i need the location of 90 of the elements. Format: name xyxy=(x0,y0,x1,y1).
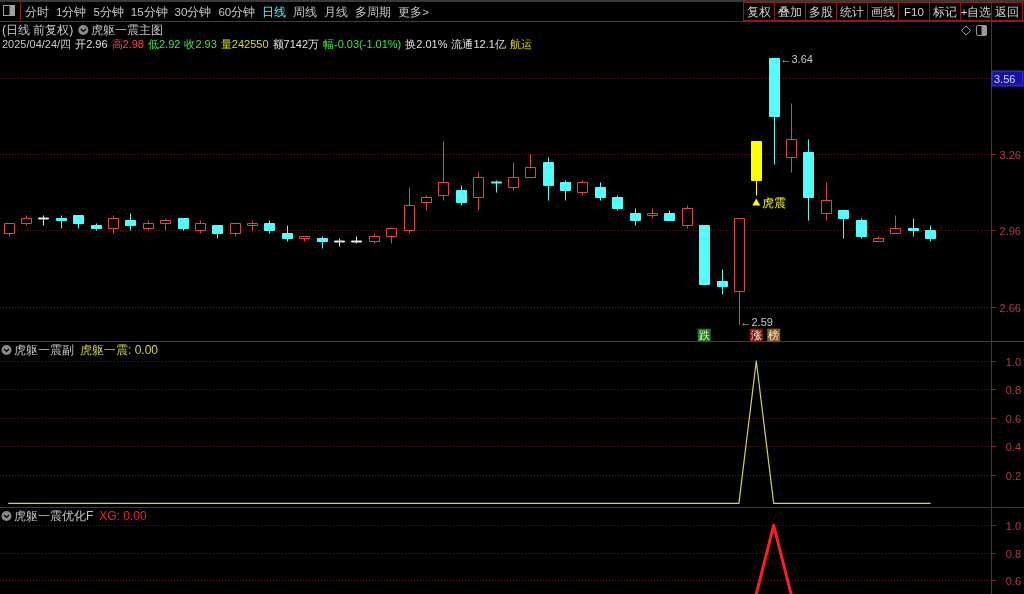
text: 量242550 xyxy=(220,37,269,50)
candlestick xyxy=(299,236,310,242)
y-tick-label: 1.0 xyxy=(1005,519,1021,532)
candlestick xyxy=(369,233,380,244)
y-tick-label: 3.26 xyxy=(999,148,1021,161)
candlestick xyxy=(91,223,102,231)
data-label: 跌 xyxy=(698,329,710,342)
candlestick xyxy=(751,141,762,196)
candlestick xyxy=(21,215,32,226)
text: 收2.93 xyxy=(184,37,217,50)
candlestick xyxy=(125,213,136,231)
y-tick-label: 0.6 xyxy=(1005,412,1021,425)
candlestick xyxy=(786,103,797,173)
candlestick xyxy=(664,210,675,221)
candlestick xyxy=(386,228,397,244)
candlestick xyxy=(73,215,84,229)
chart-subtitle: 虎躯一震主图 xyxy=(91,23,164,37)
candlestick xyxy=(577,180,588,196)
y-tick-label: 1.0 xyxy=(1005,355,1021,368)
candlestick xyxy=(734,218,745,325)
text: 2025/04/24/四 xyxy=(2,37,72,50)
candlestick xyxy=(803,139,814,221)
candlestick xyxy=(769,58,780,165)
y-tick-label: 2.96 xyxy=(999,224,1021,237)
candlestick xyxy=(717,269,728,295)
y-tick-label: 2.66 xyxy=(999,301,1021,314)
candlestick xyxy=(247,220,258,231)
candlestick xyxy=(473,172,484,211)
candlestick xyxy=(543,157,554,201)
toolbar: 分时 1分钟 5分钟 15分钟 30分钟 60分钟 日线 周线 月线 多周期 更多> 复权 叠加 多股 统计 画线 F10 标记 +自选 返回 xyxy=(3,1,1023,22)
text: 换2.01% xyxy=(405,37,448,50)
candlestick xyxy=(4,223,15,237)
y-tick-label: 0.6 xyxy=(1005,574,1021,587)
candlestick xyxy=(630,208,641,226)
candlestick xyxy=(595,182,606,201)
y-tick-label: 0.2 xyxy=(1005,469,1021,482)
candlestick xyxy=(821,182,832,221)
series-label: 虎震 xyxy=(762,196,787,211)
candlestick xyxy=(838,210,849,239)
candlestick xyxy=(421,195,432,211)
candlestick xyxy=(212,225,223,239)
candlestick xyxy=(317,236,328,249)
candlestick xyxy=(890,215,901,234)
candlestick xyxy=(56,215,67,229)
chart-subtitle: 虎躯一震: 0.00 xyxy=(80,343,159,357)
chart-title: 虎躯一震优化F xyxy=(14,509,94,523)
text: 开2.96 xyxy=(75,37,108,50)
candlestick xyxy=(873,236,884,242)
text: 高2.98 xyxy=(111,37,144,50)
candlestick xyxy=(925,225,936,242)
candlestick xyxy=(143,220,154,231)
candlestick xyxy=(908,218,919,237)
candlestick xyxy=(282,225,293,242)
candlestick xyxy=(525,154,536,178)
ref-line-label: 3.56 xyxy=(994,72,1016,85)
text: 幅-0.03(-1.01%) xyxy=(323,37,402,50)
annotation: ←3.64 xyxy=(780,52,813,65)
data-label: 榜 xyxy=(768,329,780,342)
y-tick-label: 0.4 xyxy=(1005,440,1021,453)
text: 航运 xyxy=(509,37,532,50)
candlestick xyxy=(334,238,345,247)
chart-title: (日线 前复权) xyxy=(2,23,74,37)
text: 低2.92 xyxy=(147,37,181,50)
candlestick xyxy=(160,218,171,231)
chart-title: 虎躯一震副 xyxy=(14,343,74,357)
candlestick xyxy=(612,195,623,211)
candlestick xyxy=(560,180,571,201)
candlestick xyxy=(38,215,49,226)
candlestick xyxy=(178,218,189,231)
candlestick xyxy=(491,180,502,193)
y-tick-label: 0.8 xyxy=(1005,383,1021,396)
candlestick xyxy=(195,220,206,234)
text: 流通12.1亿 xyxy=(451,37,506,50)
data-label: 涨 xyxy=(750,329,762,342)
candlestick xyxy=(351,236,362,244)
candlestick xyxy=(647,208,658,219)
candlestick xyxy=(230,223,241,237)
candlestick xyxy=(699,225,710,285)
y-tick-label: 0.8 xyxy=(1005,547,1021,560)
candlestick xyxy=(682,205,693,229)
candlestick xyxy=(856,218,867,239)
candlestick xyxy=(404,187,415,234)
annotation: ←2.59 xyxy=(740,316,773,329)
candlestick xyxy=(456,185,467,206)
text: 额7142万 xyxy=(272,37,320,50)
candlestick xyxy=(508,162,519,191)
candlestick xyxy=(264,220,275,234)
candlestick xyxy=(108,215,119,234)
chart-subtitle: XG: 0.00 xyxy=(99,509,148,523)
candlestick xyxy=(438,141,449,201)
